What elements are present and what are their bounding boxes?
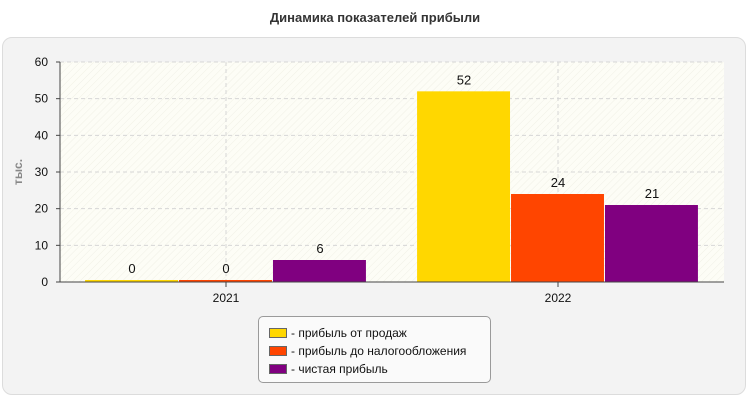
- bars: [85, 91, 698, 282]
- y-tick-label: 60: [35, 55, 49, 69]
- chart-title: Динамика показателей прибыли: [269, 10, 481, 25]
- data-label: 0: [128, 261, 135, 276]
- legend-label: - чистая прибыль: [291, 362, 388, 376]
- legend-label: - прибыль до налогообложения: [291, 344, 467, 358]
- legend-swatch-sales: [269, 328, 287, 338]
- legend-swatch-net: [269, 364, 287, 374]
- y-tick-label: 0: [41, 275, 48, 289]
- bar: [604, 205, 698, 282]
- bar: [85, 280, 179, 282]
- data-label: 0: [222, 261, 229, 276]
- legend-item: - прибыль от продаж: [269, 324, 490, 342]
- legend-item: - чистая прибыль: [269, 360, 490, 378]
- data-label: 52: [457, 72, 471, 87]
- y-tick-label: 30: [35, 165, 49, 179]
- data-label: 24: [551, 175, 565, 190]
- y-tick-label: 20: [35, 202, 49, 216]
- data-label: 6: [316, 241, 323, 256]
- bar: [179, 280, 272, 282]
- data-label: 21: [645, 186, 659, 201]
- data-labels: 0 0 6 52 24 21: [128, 72, 659, 276]
- y-tick-label: 50: [35, 92, 49, 106]
- legend-label: - прибыль от продаж: [291, 326, 407, 340]
- bar: [511, 194, 604, 282]
- legend: - прибыль от продаж - прибыль до налогоо…: [258, 316, 491, 383]
- y-axis-label: тыс.: [11, 159, 25, 185]
- bar: [272, 260, 366, 282]
- y-tick-label: 10: [35, 238, 49, 252]
- y-tick-label: 40: [35, 128, 49, 142]
- bar: [417, 91, 511, 282]
- legend-item: - прибыль до налогообложения: [269, 342, 490, 360]
- x-tick-label: 2021: [213, 291, 240, 305]
- x-tick-label: 2022: [545, 291, 572, 305]
- legend-swatch-pretax: [269, 346, 287, 356]
